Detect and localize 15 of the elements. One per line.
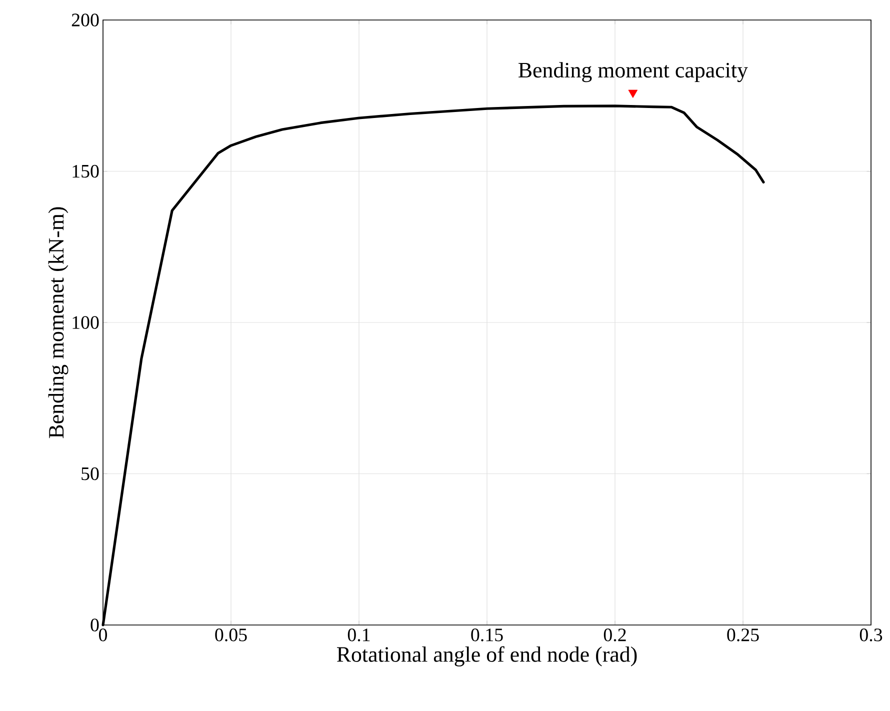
y-axis-title: Bending momenet (kN-m)	[48, 207, 68, 438]
y-tick-label: 50	[82, 467, 99, 480]
x-tick-label: 0.3	[860, 628, 882, 642]
y-tick-label: 100	[72, 316, 99, 329]
x-tick-label: 0.05	[215, 628, 247, 642]
y-tick-label: 200	[72, 14, 99, 26]
annotation: Bending moment capacity	[518, 62, 748, 82]
y-tick-label: 150	[72, 164, 99, 178]
x-tick-label: 0.25	[727, 628, 759, 642]
x-tick-label: 0.15	[471, 628, 503, 642]
x-tick-label: 0.2	[604, 628, 626, 642]
x-tick-label: 0.1	[348, 628, 370, 642]
x-tick-label: 0	[98, 628, 108, 642]
y-tick-label: 0	[90, 618, 99, 632]
x-axis-title: Rotational angle of end node (rad)	[336, 646, 637, 666]
